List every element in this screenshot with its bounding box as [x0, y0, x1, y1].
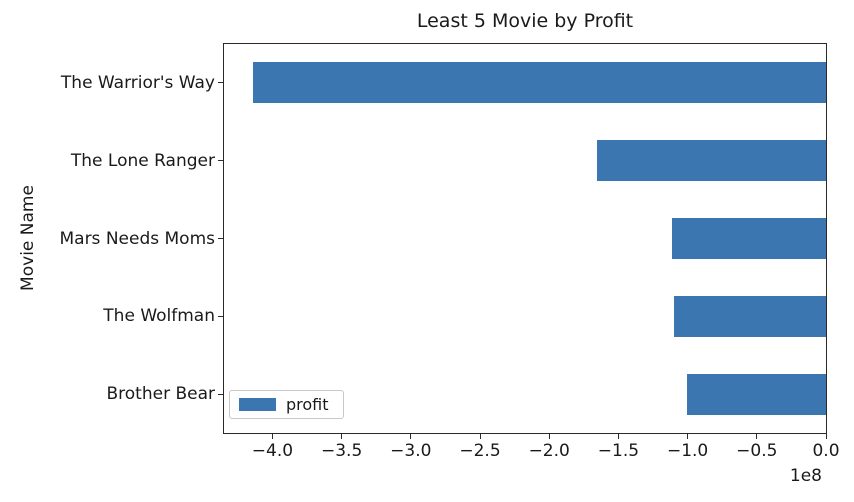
y-tick-mark [218, 315, 223, 317]
x-tick-label: −1.0 [666, 441, 709, 461]
x-tick-mark [687, 434, 689, 439]
x-tick-mark [617, 434, 619, 439]
x-tick-label: −1.5 [597, 441, 640, 461]
legend-color-swatch [239, 398, 276, 411]
y-tick-mark [218, 82, 223, 84]
x-tick-mark [410, 434, 412, 439]
bar-brother-bear [687, 373, 826, 415]
x-tick-mark [756, 434, 758, 439]
x-tick-mark [479, 434, 481, 439]
y-tick-mark [218, 393, 223, 395]
x-tick-label: −3.0 [390, 441, 432, 461]
x-tick-label: −2.5 [459, 441, 501, 461]
bar-the-lone-ranger [596, 140, 826, 182]
x-tick-mark [548, 434, 550, 439]
x-tick-label: −4.0 [251, 441, 294, 461]
x-tick-label: 0.0 [812, 441, 840, 461]
plot-area: profit [223, 43, 827, 434]
y-tick-label-the-warrior-s-way: The Warrior's Way [60, 72, 215, 93]
y-tick-mark [218, 238, 223, 239]
x-tick-mark [825, 434, 827, 439]
chart-title: Least 5 Movie by Profit [416, 10, 634, 32]
x-tick-label: −2.0 [528, 441, 570, 461]
bar-mars-needs-moms [672, 218, 826, 259]
legend: profit [229, 390, 344, 419]
y-tick-label-mars-needs-moms: Mars Needs Moms [59, 228, 215, 249]
x-tick-mark [271, 434, 273, 439]
x-tick-label: −0.5 [736, 441, 778, 461]
x-axis-scale-offset: 1e8 [789, 466, 822, 486]
x-tick-label: −3.5 [320, 441, 363, 461]
y-tick-label-the-wolfman: The Wolfman [103, 306, 215, 327]
bar-the-warrior-s-way [253, 62, 826, 104]
y-tick-mark [218, 160, 223, 162]
y-tick-label-brother-bear: Brother Bear [106, 384, 216, 405]
legend-label: profit [286, 395, 329, 414]
y-tick-label-the-lone-ranger: The Lone Ranger [70, 150, 215, 171]
bar-the-wolfman [673, 295, 826, 337]
x-tick-mark [341, 434, 343, 439]
